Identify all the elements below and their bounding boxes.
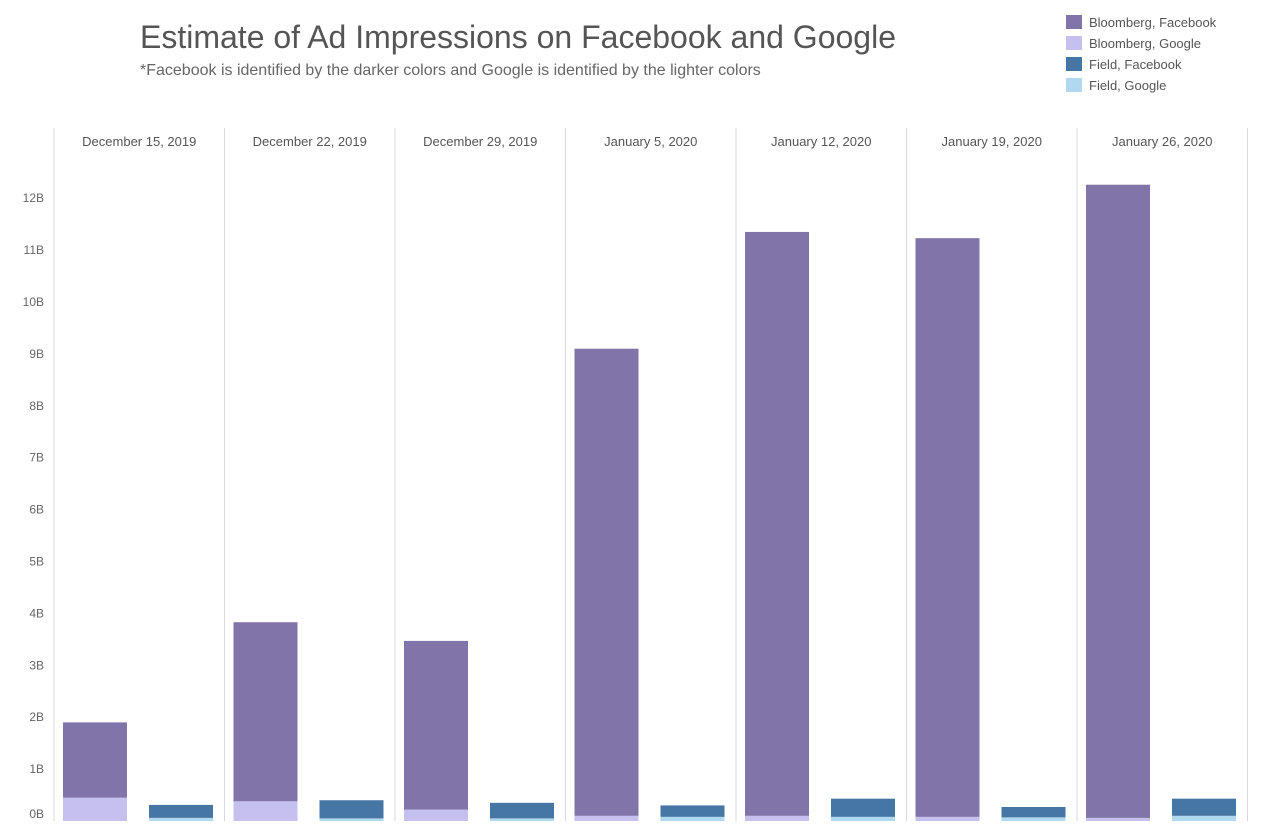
chart-title: Estimate of Ad Impressions on Facebook a… (140, 19, 896, 55)
y-tick-label: 11B (24, 243, 44, 257)
legend-swatch-1 (1066, 36, 1082, 50)
legend-label-3: Field, Google (1089, 78, 1166, 93)
panel-dividers (53, 128, 1248, 821)
bar-bloomberg-facebook-6 (1086, 184, 1150, 818)
date-panels: December 15, 2019 December 22, 2019 Decemb… (82, 134, 1212, 149)
bar-bloomberg-google-3 (574, 815, 639, 821)
y-axis: 0B 1B 2B 3B 4B 5B 6B 7B 8B 9B 10B 11B 12B (23, 191, 44, 821)
bar-field-google-1 (319, 818, 384, 821)
panel-header: January 12, 2020 (771, 134, 871, 149)
bar-field-facebook-2 (490, 802, 554, 819)
legend-swatch-2 (1066, 57, 1082, 71)
legend-label-2: Field, Facebook (1089, 57, 1182, 72)
panel-header: December 22, 2019 (253, 134, 367, 149)
legend-label-0: Bloomberg, Facebook (1089, 15, 1217, 30)
bar-bloomberg-google-4 (745, 815, 809, 821)
y-tick-label: 5B (29, 555, 44, 569)
bar-field-facebook-6 (1172, 798, 1236, 816)
y-tick-label: 1B (29, 762, 44, 776)
bar-field-facebook-4 (831, 798, 895, 817)
bar-bloomberg-google-1 (233, 801, 298, 821)
legend-swatch-0 (1066, 15, 1082, 29)
bar-bloomberg-google-6 (1086, 817, 1150, 821)
panel-header: January 26, 2020 (1112, 134, 1212, 149)
panel-header: January 5, 2020 (604, 134, 697, 149)
bar-bloomberg-facebook-4 (745, 231, 809, 816)
legend-swatch-3 (1066, 78, 1082, 92)
y-tick-label: 3B (29, 658, 44, 672)
bar-bloomberg-facebook-0 (63, 722, 127, 798)
bar-field-google-0 (149, 817, 213, 821)
panel-header: December 15, 2019 (82, 134, 196, 149)
bar-field-facebook-0 (149, 804, 213, 818)
bar-bloomberg-facebook-2 (404, 640, 468, 810)
chart-legend: Bloomberg, Facebook Bloomberg, Google Fiel… (1066, 15, 1217, 93)
y-tick-label: 6B (29, 503, 44, 517)
y-tick-label: 7B (29, 451, 44, 465)
y-tick-label: 0B (29, 807, 44, 821)
bars (63, 184, 1236, 821)
y-tick-label: 9B (29, 347, 44, 361)
bar-field-facebook-5 (1001, 806, 1066, 818)
y-tick-label: 12B (23, 191, 44, 205)
legend-label-1: Bloomberg, Google (1089, 36, 1201, 51)
y-tick-label: 8B (29, 399, 44, 413)
y-tick-label: 4B (29, 606, 44, 620)
y-tick-label: 10B (23, 295, 44, 309)
bar-bloomberg-google-5 (915, 816, 980, 821)
bar-field-google-5 (1001, 817, 1066, 821)
bar-field-google-2 (490, 818, 554, 821)
bar-field-facebook-1 (319, 800, 384, 819)
bar-field-google-3 (660, 816, 725, 821)
panel-header: December 29, 2019 (423, 134, 537, 149)
panel-header: January 19, 2020 (942, 134, 1042, 149)
bar-bloomberg-facebook-3 (574, 348, 639, 816)
bar-bloomberg-google-0 (63, 797, 127, 821)
chart-subtitle: *Facebook is identified by the darker co… (140, 62, 761, 79)
bar-field-google-6 (1172, 815, 1236, 821)
bar-bloomberg-facebook-5 (915, 238, 980, 817)
bar-field-google-4 (831, 816, 895, 821)
bar-bloomberg-facebook-1 (233, 622, 298, 802)
bar-field-facebook-3 (660, 805, 725, 817)
y-tick-label: 2B (29, 710, 44, 724)
bar-bloomberg-google-2 (404, 809, 468, 821)
